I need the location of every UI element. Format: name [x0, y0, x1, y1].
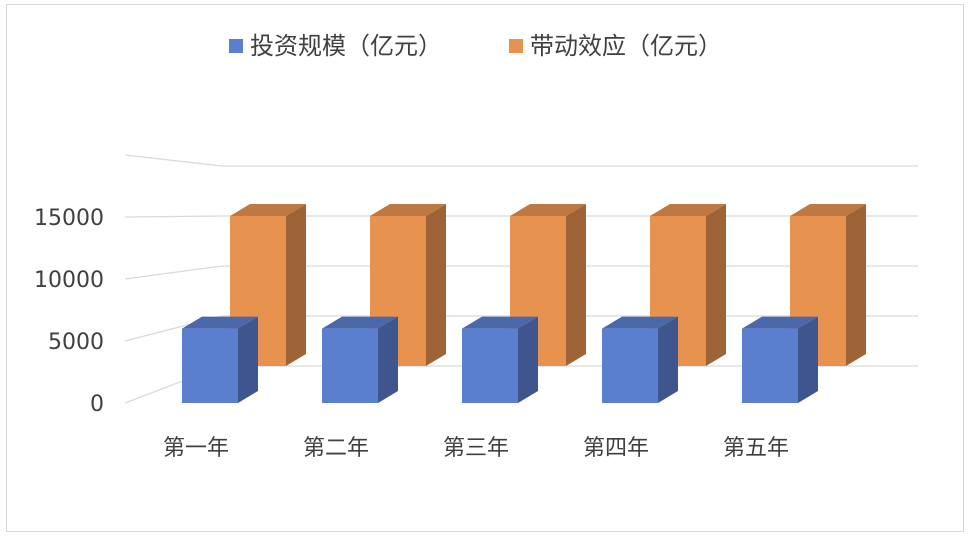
bar-top [182, 316, 258, 329]
y-tick-label: 5000 [48, 330, 104, 355]
bar-front [742, 328, 798, 403]
bar-investment [742, 316, 818, 403]
legend-swatch-effect [509, 39, 523, 53]
series-investment-bars [182, 316, 818, 403]
bar-investment [602, 316, 678, 403]
y-tick-label: 10000 [34, 268, 104, 293]
bar-side [238, 316, 258, 403]
bar-side [798, 316, 818, 403]
bar-top [510, 204, 586, 216]
legend-swatch-investment [229, 39, 243, 53]
bar-front [182, 328, 238, 403]
bar-side [426, 204, 446, 366]
x-category-label: 第一年 [163, 436, 229, 461]
bar-front [322, 328, 378, 403]
y-tick-label: 15000 [34, 206, 104, 231]
x-category-label: 第三年 [443, 436, 509, 461]
bar-top [462, 316, 538, 329]
gridline-depth [124, 154, 223, 167]
legend-label-investment: 投资规模（亿元） [250, 32, 442, 60]
y-tick-label: 0 [90, 392, 104, 417]
bar-top [602, 316, 678, 329]
bar-top [650, 204, 726, 216]
legend: 投资规模（亿元） 带动效应（亿元） [229, 32, 722, 60]
gridline-depth [124, 265, 223, 280]
bar-top [322, 316, 398, 329]
bar-investment [462, 316, 538, 403]
bar-side [518, 316, 538, 403]
bar-front [602, 328, 658, 403]
bar-front [462, 328, 518, 403]
bar-top [370, 204, 446, 216]
x-category-label: 第四年 [583, 436, 649, 461]
x-category-label: 第二年 [303, 436, 369, 461]
bar-top [742, 316, 818, 329]
legend-label-effect: 带动效应（亿元） [530, 32, 722, 60]
bar-side [706, 204, 726, 366]
bar-top [230, 204, 306, 216]
x-axis: 第一年 第二年 第三年 第四年 第五年 [163, 436, 789, 461]
bar-investment [182, 316, 258, 403]
y-axis: 0 5000 10000 15000 [34, 206, 104, 417]
x-category-label: 第五年 [723, 436, 789, 461]
bar-side [846, 204, 866, 366]
bar-top [790, 204, 866, 216]
bar-side [378, 316, 398, 403]
bar-investment [322, 316, 398, 403]
bar-side [286, 204, 306, 366]
bar-side [566, 204, 586, 366]
bar-side [658, 316, 678, 403]
gridline-depth [124, 215, 223, 218]
